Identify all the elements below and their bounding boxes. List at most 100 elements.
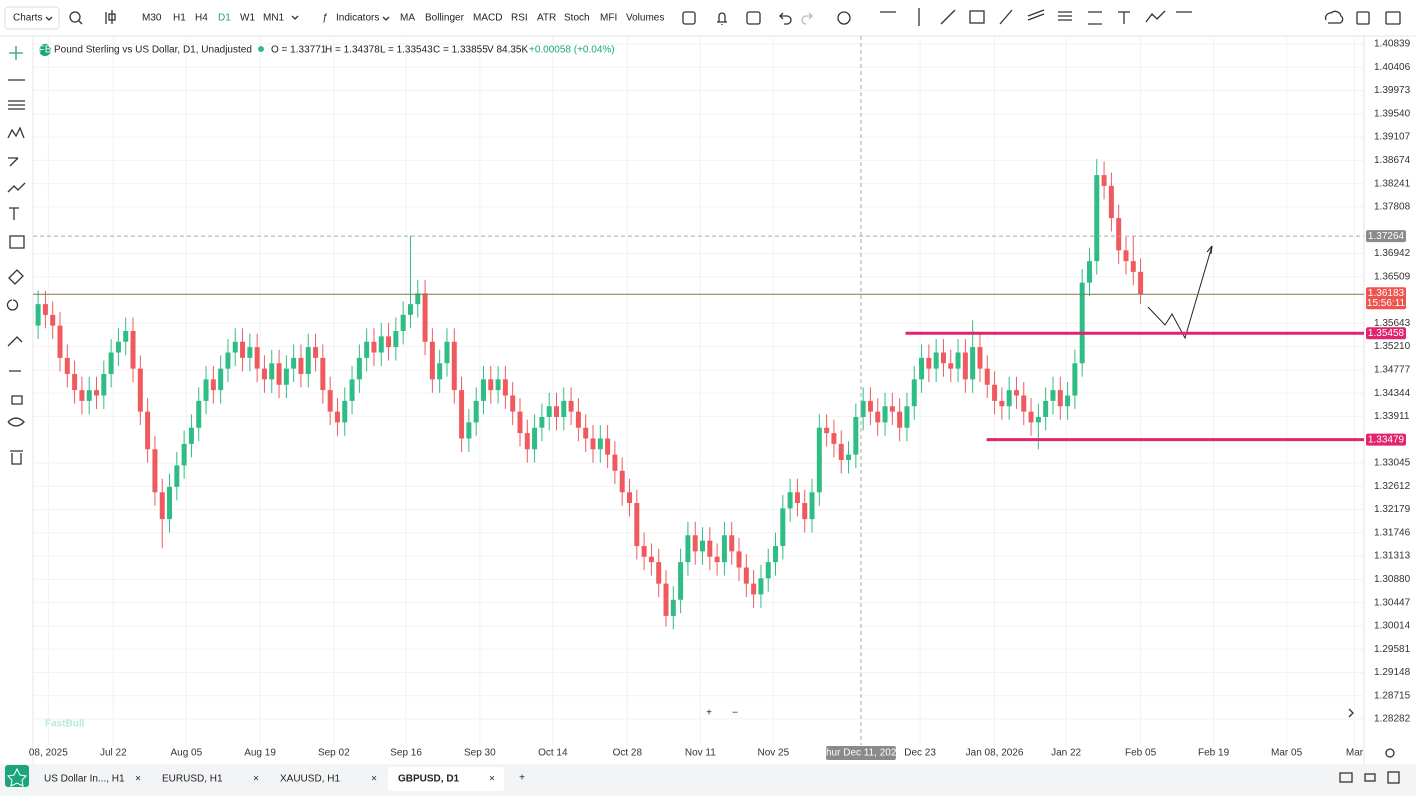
candle-body: [254, 347, 260, 369]
tab-label[interactable]: EURUSD, H1: [162, 774, 223, 785]
add-tab[interactable]: +: [519, 773, 525, 784]
redo-icon[interactable]: [801, 12, 813, 25]
candle-body: [780, 508, 786, 547]
candle-type-icon[interactable]: [105, 10, 116, 24]
candle-body: [72, 374, 78, 391]
y-tick-label: 1.38674: [1374, 155, 1411, 166]
timeframe[interactable]: M30: [142, 13, 162, 24]
timeframe[interactable]: W1: [240, 13, 255, 24]
crosshair-tool[interactable]: [9, 46, 23, 60]
candle-body: [641, 546, 647, 557]
alert-icon[interactable]: [717, 12, 727, 25]
y-tick-label: 1.35643: [1374, 318, 1411, 329]
candle-body: [283, 368, 289, 385]
search-icon: [78, 20, 83, 25]
timeframe[interactable]: D1: [218, 13, 231, 24]
favorites-button[interactable]: [5, 765, 29, 787]
indicator[interactable]: MACD: [473, 13, 502, 24]
candle-body: [736, 551, 742, 568]
x-tick-label: Mar: [1346, 748, 1364, 759]
menu-label[interactable]: Charts: [13, 13, 42, 24]
candle-body: [1094, 175, 1100, 262]
candle-body: [386, 336, 392, 348]
rect-tool[interactable]: [969, 10, 985, 24]
draw-tools[interactable]: [880, 8, 956, 26]
candle-body: [152, 449, 158, 493]
indicator[interactable]: ATR: [537, 13, 556, 24]
tab-label[interactable]: XAUUSD, H1: [280, 774, 340, 785]
candle-body: [1072, 363, 1078, 396]
timeframe[interactable]: H4: [195, 13, 208, 24]
tab-close[interactable]: ×: [371, 774, 377, 785]
candle-body: [393, 330, 399, 348]
candle-body: [656, 562, 662, 584]
indicators-button[interactable]: Indicators: [336, 13, 379, 24]
draw-tools[interactable]: [999, 9, 1192, 25]
replay-icon[interactable]: [837, 11, 851, 25]
y-tick-label: 1.37808: [1374, 202, 1411, 213]
candle-body: [1050, 390, 1056, 401]
candle-body: [94, 390, 100, 396]
candle-body: [459, 390, 465, 439]
candle-body: [137, 368, 143, 412]
candle-body: [1138, 271, 1144, 295]
zoom-in[interactable]: +: [706, 708, 712, 719]
indicator[interactable]: MFI: [600, 13, 617, 24]
timeframe[interactable]: MN1: [263, 13, 285, 24]
exit-icon[interactable]: [1385, 11, 1401, 25]
tab-label[interactable]: US Dollar In..., H1: [44, 774, 125, 785]
tab-close[interactable]: ×: [489, 774, 495, 785]
calendar-icon[interactable]: [746, 11, 761, 25]
indicator[interactable]: Volumes: [626, 13, 664, 24]
fx-icon: ƒ: [322, 13, 328, 24]
candle-body: [466, 422, 472, 439]
chevron: [45, 16, 53, 21]
settings-icon[interactable]: [1385, 748, 1395, 758]
zoom-out[interactable]: −: [732, 708, 738, 719]
y-tick-label: 1.33911: [1374, 411, 1410, 422]
indicator[interactable]: Bollinger: [425, 13, 465, 24]
watermark: FastBull: [45, 719, 85, 730]
indicator[interactable]: RSI: [511, 13, 528, 24]
indicator[interactable]: Stoch: [564, 13, 590, 24]
y-tick-label: 1.28282: [1374, 714, 1411, 725]
tool-icons[interactable]: [6, 79, 26, 465]
scroll-right[interactable]: [1348, 708, 1354, 718]
menu-button[interactable]: [4, 6, 60, 30]
candle-body: [196, 400, 202, 428]
x-tick-label: Mar 05: [1271, 748, 1303, 759]
candle-body: [838, 443, 844, 461]
cloud-icon[interactable]: [1324, 10, 1344, 24]
fullscreen-icon[interactable]: [1387, 771, 1400, 784]
candle-body: [875, 411, 881, 423]
undo-icon[interactable]: [779, 12, 792, 25]
indicator[interactable]: MA: [400, 13, 415, 24]
x-tick-label: Aug 05: [170, 748, 202, 759]
candle-body: [298, 357, 304, 375]
candle-body: [1028, 411, 1034, 423]
crosshair-x-badge: [825, 746, 896, 760]
candle-body: [897, 411, 903, 428]
y-tick-label: 1.28715: [1374, 690, 1411, 701]
timeframe[interactable]: H1: [173, 13, 186, 24]
export-icon[interactable]: [1356, 11, 1370, 25]
y-tick-label: 1.31746: [1374, 527, 1411, 538]
y-tick-label: 1.31313: [1374, 551, 1411, 562]
candle-body: [846, 454, 852, 461]
x-tick-label: Sep 30: [464, 748, 496, 759]
window-icon[interactable]: [1364, 773, 1376, 782]
logo: [39, 44, 51, 56]
candle-body: [1065, 395, 1071, 407]
ohlc-readout: C = 1.33855: [433, 45, 488, 56]
candle-body: [181, 443, 187, 466]
y-tick-label: 1.29581: [1374, 644, 1411, 655]
layout-icon[interactable]: [682, 11, 696, 25]
tab-close[interactable]: ×: [253, 774, 259, 785]
tab-label[interactable]: GBPUSD, D1: [398, 774, 460, 785]
candle-body: [743, 567, 749, 584]
layout-icon[interactable]: [1339, 772, 1353, 783]
tab-close[interactable]: ×: [135, 774, 141, 785]
search-icon[interactable]: [69, 11, 81, 23]
candle-body: [962, 352, 968, 380]
y-tick-label: 1.33045: [1374, 458, 1411, 469]
